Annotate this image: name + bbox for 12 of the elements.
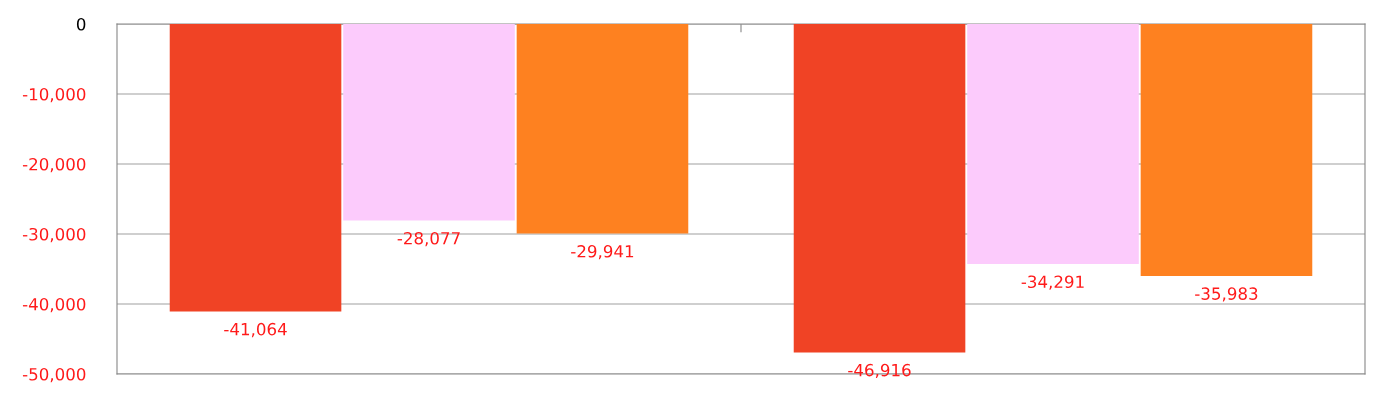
y-tick-label: -20,000 <box>22 157 86 173</box>
y-tick-label: -30,000 <box>22 227 86 243</box>
data-label: -34,291 <box>1021 275 1084 290</box>
y-tick-label: 0 <box>76 17 86 31</box>
data-label: -29,941 <box>571 244 634 260</box>
y-tick-label: -50,000 <box>22 367 86 383</box>
y-tick-label: -40,000 <box>22 297 86 313</box>
data-label: -46,916 <box>848 363 911 379</box>
data-label: -35,983 <box>1195 287 1258 302</box>
y-tick-label: -10,000 <box>22 87 86 103</box>
data-label: -41,064 <box>224 322 287 338</box>
data-label: -28,077 <box>397 231 460 247</box>
